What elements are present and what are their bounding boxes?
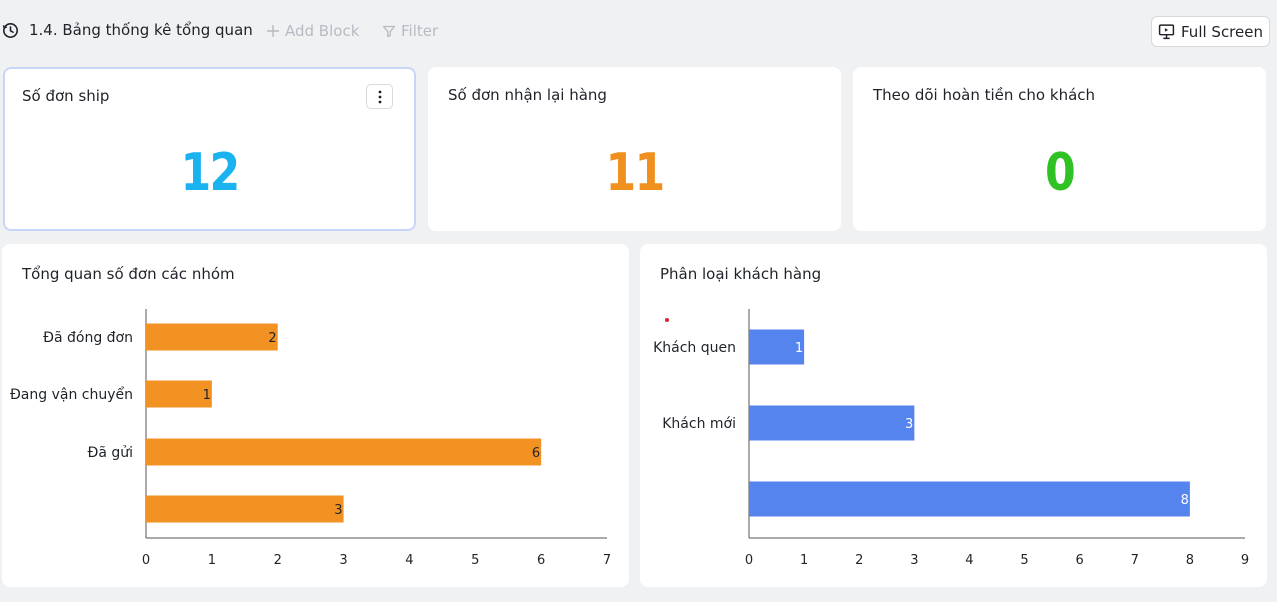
stat-card-refund[interactable]: Theo dõi hoàn tiền cho khách 0: [853, 67, 1266, 231]
category-label: Đã đóng đơn: [43, 330, 133, 346]
full-screen-label: Full Screen: [1181, 22, 1263, 41]
marker-dot: [665, 318, 669, 322]
category-label: Khách quen: [653, 340, 736, 356]
filter-label: Filter: [401, 22, 439, 40]
history-icon: [2, 22, 18, 38]
stat-card-shipped[interactable]: Số đơn ship 12: [3, 67, 416, 231]
bar: [146, 495, 344, 523]
stat-value: 12: [180, 143, 240, 203]
x-tick-label: 0: [745, 553, 753, 568]
more-vertical-icon: [378, 90, 381, 103]
presentation-icon: [1158, 24, 1175, 40]
stat-card-returned[interactable]: Số đơn nhận lại hàng 11: [428, 67, 841, 231]
x-tick-label: 3: [910, 553, 918, 568]
x-tick-label: 5: [471, 553, 479, 568]
x-tick-label: 3: [339, 553, 347, 568]
x-tick-label: 5: [1020, 553, 1028, 568]
x-tick-label: 0: [142, 553, 150, 568]
x-tick-label: 7: [603, 553, 611, 568]
bar-value-label: 3: [905, 417, 913, 432]
x-tick-label: 2: [855, 553, 863, 568]
x-tick-label: 9: [1241, 553, 1249, 568]
chart-card-customers[interactable]: Phân loại khách hàng: [640, 244, 1267, 587]
stat-value: 0: [1044, 143, 1076, 203]
bar-value-label: 1: [795, 341, 803, 356]
category-label: Khách mới: [662, 416, 736, 432]
x-tick-label: 8: [1186, 553, 1194, 568]
toolbar: 1.4. Bảng thống kê tổng quan Add Block F…: [0, 0, 1277, 62]
category-label: Đang vận chuyển: [10, 386, 133, 403]
bar-value-label: 2: [268, 331, 276, 346]
bar: [749, 405, 915, 441]
add-block-label: Add Block: [285, 22, 360, 40]
x-tick-label: 6: [1076, 553, 1084, 568]
x-tick-label: 6: [537, 553, 545, 568]
x-tick-label: 7: [1131, 553, 1139, 568]
more-options-button[interactable]: [366, 84, 393, 109]
plus-icon: [267, 25, 279, 37]
filter-icon: [382, 25, 396, 38]
x-tick-label: 4: [405, 553, 413, 568]
dashboard-title: 1.4. Bảng thống kê tổng quan: [2, 21, 253, 39]
category-label: Đã gửi: [87, 445, 133, 461]
stat-card-title: Theo dõi hoàn tiền cho khách: [873, 86, 1096, 104]
x-tick-label: 4: [965, 553, 973, 568]
bar: [146, 323, 278, 351]
stat-value: 11: [605, 143, 665, 203]
chart-title: Tổng quan số đơn các nhóm: [22, 265, 235, 283]
add-block-button[interactable]: Add Block: [266, 22, 359, 40]
bar: [146, 438, 542, 466]
bar: [749, 329, 805, 365]
filter-button[interactable]: Filter: [382, 22, 438, 40]
chart-title: Phân loại khách hàng: [660, 265, 822, 283]
bar: [749, 481, 1190, 517]
full-screen-button[interactable]: Full Screen: [1151, 16, 1270, 47]
bar-value-label: 8: [1181, 493, 1189, 508]
stat-card-title: Số đơn nhận lại hàng: [448, 86, 607, 104]
x-tick-label: 2: [274, 553, 282, 568]
bar-value-label: 1: [203, 388, 211, 403]
dashboard-title-text: 1.4. Bảng thống kê tổng quan: [29, 21, 253, 39]
stat-card-title: Số đơn ship: [22, 87, 110, 105]
bar-value-label: 3: [334, 503, 342, 518]
chart-card-groups[interactable]: Tổng quan số đơn các nhóm: [2, 244, 629, 587]
x-tick-label: 1: [208, 553, 216, 568]
bar-value-label: 6: [532, 446, 540, 461]
x-tick-label: 1: [800, 553, 808, 568]
bar: [146, 380, 212, 408]
